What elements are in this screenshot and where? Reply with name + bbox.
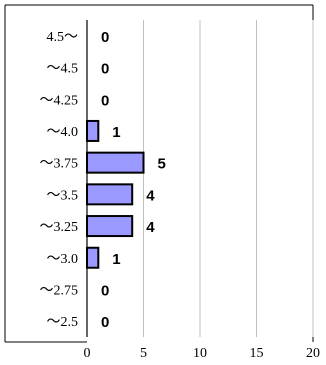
data-label: 1 xyxy=(112,124,120,141)
data-label: 4 xyxy=(146,219,155,236)
category-label: ～4.5 xyxy=(47,62,79,77)
x-tick-label: 20 xyxy=(306,346,320,361)
bar xyxy=(86,151,145,174)
data-label: 0 xyxy=(101,282,109,299)
category-label: ～3.5 xyxy=(47,188,79,203)
data-label: 1 xyxy=(112,251,120,268)
category-label: ～2.5 xyxy=(47,315,79,330)
bar xyxy=(86,246,100,269)
category-label: ～3.25 xyxy=(40,220,79,235)
category-label: ～2.75 xyxy=(40,283,79,298)
x-tick-label: 0 xyxy=(84,346,91,361)
bar xyxy=(86,215,134,238)
bar xyxy=(86,119,100,142)
data-label: 0 xyxy=(101,61,109,78)
data-label: 0 xyxy=(101,92,109,109)
category-label: 4.5～ xyxy=(47,30,79,45)
data-label: 4 xyxy=(146,187,155,204)
data-label: 0 xyxy=(101,29,109,46)
category-label: ～3.75 xyxy=(40,157,79,172)
data-label: 0 xyxy=(101,314,109,331)
x-tick-label: 10 xyxy=(193,346,207,361)
category-label: ～4.0 xyxy=(47,125,79,140)
category-label: ～4.25 xyxy=(40,93,79,108)
x-tick-label: 5 xyxy=(140,346,147,361)
category-label: ～3.0 xyxy=(47,252,79,267)
x-tick-label: 15 xyxy=(250,346,264,361)
bar xyxy=(86,183,134,206)
data-label: 5 xyxy=(158,156,166,173)
